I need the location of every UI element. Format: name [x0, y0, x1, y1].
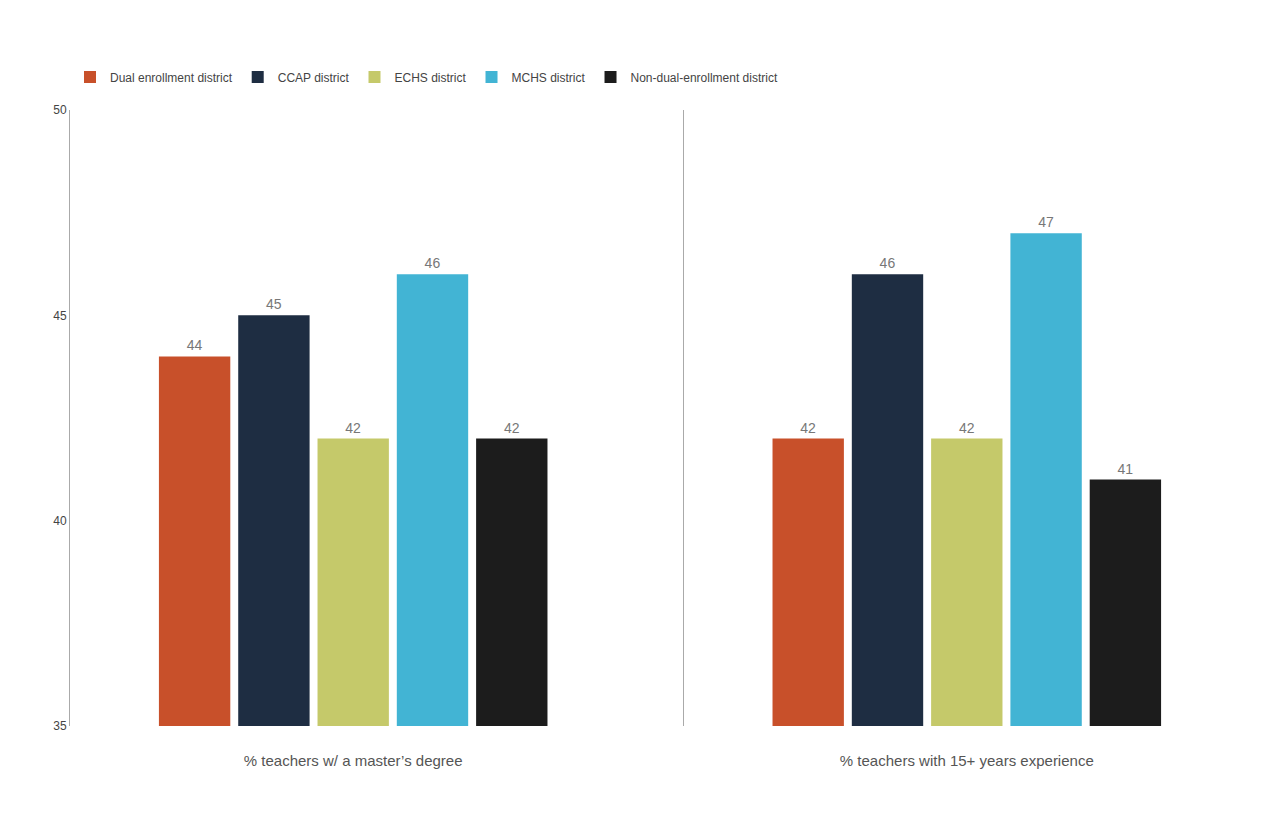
svg-text:42: 42 — [959, 420, 975, 436]
svg-text:Non-dual-enrollment district: Non-dual-enrollment district — [631, 71, 778, 85]
svg-text:Dual enrollment district: Dual enrollment district — [110, 71, 233, 85]
svg-text:42: 42 — [345, 420, 361, 436]
svg-text:41: 41 — [1118, 461, 1134, 477]
svg-text:46: 46 — [880, 255, 896, 271]
svg-text:42: 42 — [504, 420, 520, 436]
svg-text:47: 47 — [1038, 214, 1054, 230]
svg-text:ECHS district: ECHS district — [395, 71, 467, 85]
svg-text:45: 45 — [53, 309, 67, 323]
svg-text:% teachers w/ a master’s degre: % teachers w/ a master’s degree — [244, 752, 463, 769]
svg-text:% teachers with 15+ years expe: % teachers with 15+ years experience — [840, 752, 1094, 769]
svg-text:35: 35 — [53, 719, 67, 733]
svg-text:44: 44 — [187, 337, 203, 353]
svg-text:45: 45 — [266, 296, 282, 312]
svg-text:MCHS district: MCHS district — [512, 71, 586, 85]
svg-text:46: 46 — [425, 255, 441, 271]
svg-text:42: 42 — [800, 420, 816, 436]
svg-text:50: 50 — [53, 103, 67, 117]
svg-text:40: 40 — [53, 514, 67, 528]
svg-text:CCAP district: CCAP district — [278, 71, 350, 85]
